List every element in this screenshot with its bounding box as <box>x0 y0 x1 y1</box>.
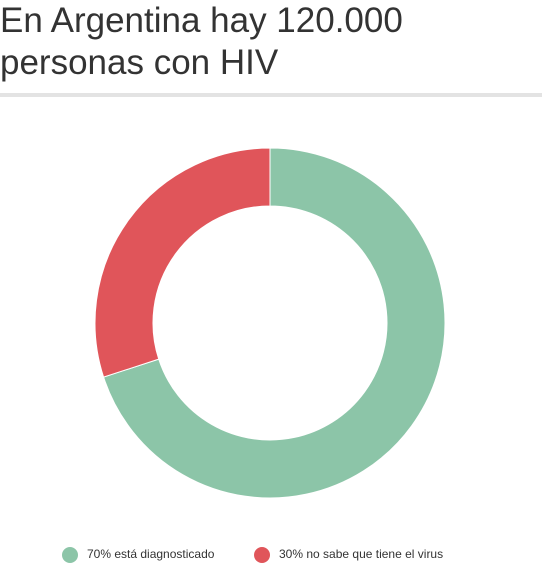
chart: 70% está diagnosticado 30% no sabe que ti… <box>62 147 446 563</box>
donut-segment <box>102 147 446 499</box>
chart-title: En Argentina hay 120.000 personas con HI… <box>0 1 403 82</box>
divider <box>0 93 542 97</box>
legend-label: 70% está diagnosticado <box>87 547 215 561</box>
legend-marker <box>62 547 78 563</box>
legend-label: 30% no sabe que tiene el virus <box>279 547 443 561</box>
legend-marker <box>254 547 270 563</box>
donut-segment <box>94 147 271 378</box>
